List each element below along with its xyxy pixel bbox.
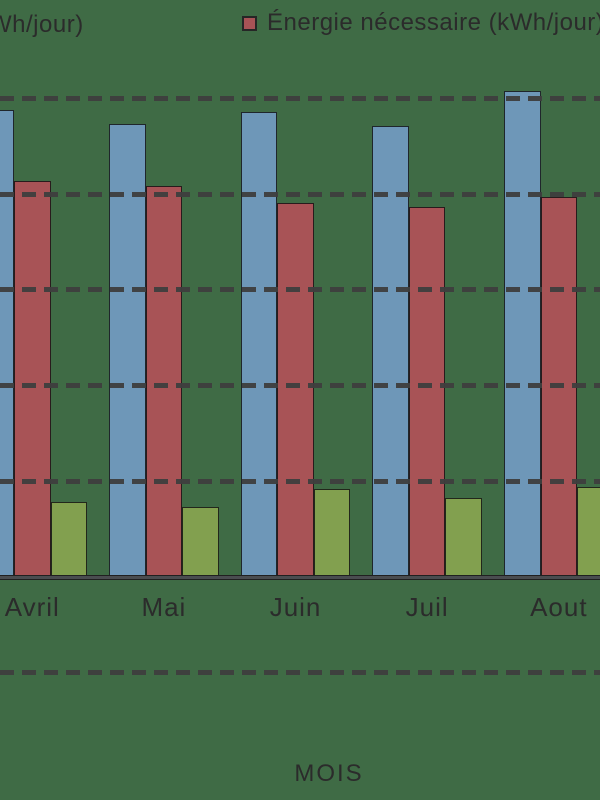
legend-item-energie-necessaire: Énergie nécessaire (kWh/jour) bbox=[242, 9, 600, 37]
bar-series1-mai bbox=[109, 124, 146, 577]
bar-series1-aout bbox=[504, 90, 541, 577]
bar-series3-avril bbox=[50, 502, 87, 577]
gridline bbox=[0, 287, 600, 293]
bar-series3-juil bbox=[445, 497, 482, 577]
bar-series3-aout bbox=[577, 487, 600, 577]
bar-series1-avril bbox=[0, 109, 14, 577]
gridline bbox=[0, 96, 600, 101]
legend-marker-red-square-icon bbox=[242, 15, 257, 31]
gridline bbox=[0, 383, 600, 389]
x-tick-label-avril: Avril bbox=[4, 592, 60, 622]
x-tick-label-aout: Aout bbox=[530, 592, 588, 622]
bar-series2-mai bbox=[145, 185, 183, 577]
bar-series2-juin bbox=[277, 202, 314, 577]
x-axis-line bbox=[0, 574, 600, 580]
x-tick-label-juil: Juil bbox=[405, 592, 449, 622]
bar-series3-mai bbox=[182, 507, 219, 577]
x-tick-label-mai: Mai bbox=[141, 592, 187, 622]
gridline bbox=[0, 670, 600, 676]
bar-series1-juil bbox=[372, 126, 409, 577]
x-axis-title: MOIS bbox=[294, 760, 364, 787]
gridline bbox=[0, 478, 600, 484]
bar-series2-avril bbox=[14, 180, 51, 577]
bar-series3-juin bbox=[313, 488, 351, 577]
x-tick-label-juin: Juin bbox=[269, 592, 322, 622]
gridline bbox=[0, 191, 600, 197]
bar-series2-juil bbox=[408, 206, 446, 577]
bar-series1-juin bbox=[240, 111, 278, 577]
legend-label-energie-necessaire: Énergie nécessaire (kWh/jour) bbox=[267, 9, 600, 36]
legend-item-truncated: Wh/jour) bbox=[0, 11, 84, 39]
legend-label-truncated: Wh/jour) bbox=[0, 11, 84, 38]
